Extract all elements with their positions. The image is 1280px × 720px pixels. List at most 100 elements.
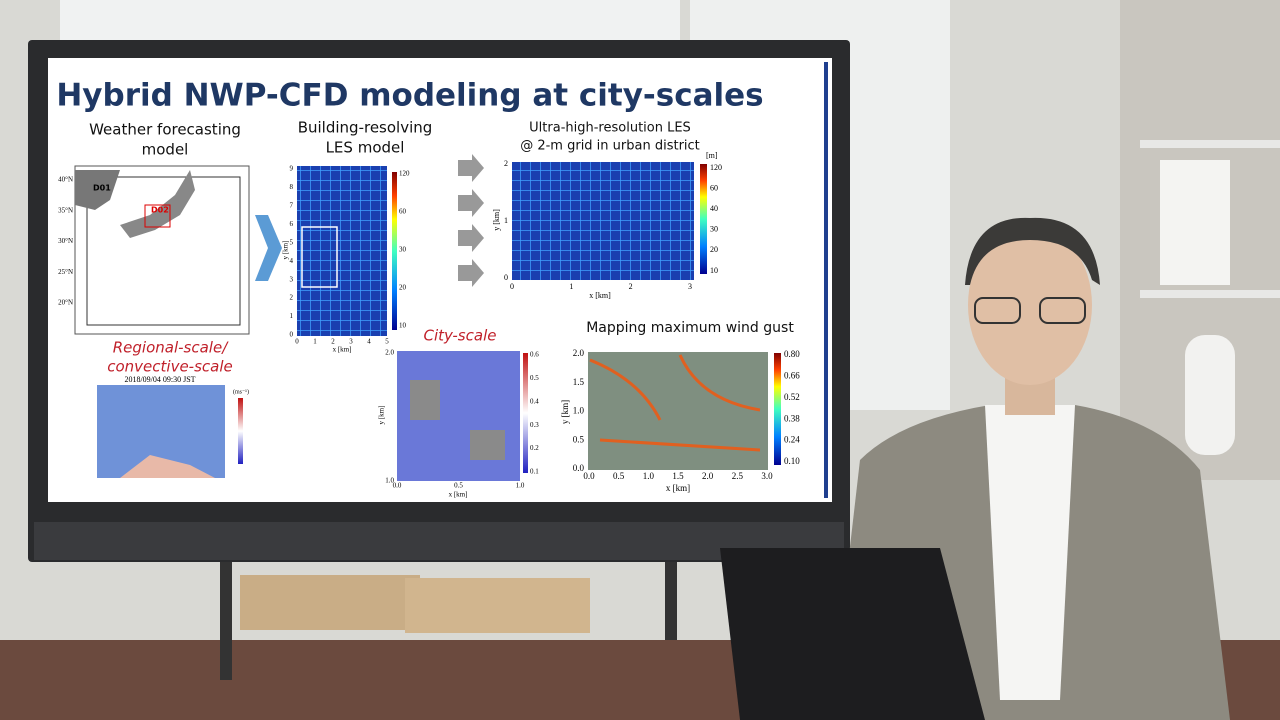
gust-features — [589, 354, 761, 452]
x-tick-label: 1 — [313, 338, 317, 346]
domain-label: D02 — [151, 206, 169, 215]
y-tick-label: 1.5 — [573, 377, 585, 387]
panel-label: @ 2-m grid in urban district — [520, 139, 700, 154]
buildings — [470, 430, 505, 460]
x-tick-label: 0.0 — [393, 482, 402, 490]
y-tick-label: 2.0 — [573, 348, 585, 358]
colorbar-label: 60 — [399, 208, 407, 216]
lat-label: 40°N — [58, 176, 73, 184]
y-tick-label: 7 — [290, 201, 294, 209]
colorbar — [523, 353, 528, 473]
y-tick-label: 2 — [290, 294, 294, 302]
x-tick-label: 2.5 — [732, 471, 744, 481]
zoom-box — [301, 226, 338, 288]
y-axis-label: y [km] — [560, 400, 570, 424]
y-tick-label: 1.0 — [573, 406, 585, 416]
colorbar-label: 120 — [710, 163, 722, 172]
y-tick-label: 5 — [290, 238, 294, 246]
panel-label: Ultra-high-resolution LES — [529, 121, 691, 136]
caption: Regional-scale/ — [113, 339, 229, 357]
x-tick-label: 3 — [349, 338, 353, 346]
box — [405, 578, 590, 633]
laptop — [720, 548, 985, 720]
x-tick-label: 2.0 — [702, 471, 714, 481]
window — [60, 0, 680, 45]
binders — [1160, 160, 1230, 285]
shelf-board — [1140, 140, 1280, 148]
colorbar-label: 0.10 — [784, 456, 800, 466]
caption: convective-scale — [107, 358, 233, 376]
x-tick-label: 0.5 — [454, 482, 463, 490]
colorbar-label: 0.5 — [530, 374, 539, 382]
humidifier — [1185, 335, 1235, 455]
x-tick-label: 0 — [295, 338, 299, 346]
colorbar-label: 0.24 — [784, 435, 800, 445]
map-domain — [86, 176, 241, 326]
arrow — [255, 215, 282, 281]
y-tick-label: 8 — [290, 183, 294, 191]
x-tick-label: 1 — [569, 282, 573, 291]
colorbar — [392, 172, 397, 330]
slide-title: Hybrid NWP-CFD modeling at city-scales — [56, 78, 763, 114]
wind-map-area — [120, 455, 215, 478]
x-tick-label: 3 — [688, 282, 692, 291]
stand — [220, 560, 232, 680]
colorbar-label: 30 — [399, 246, 407, 254]
y-tick-label: 9 — [290, 165, 294, 173]
lat-label: 20°N — [58, 299, 73, 307]
y-tick-label: 2 — [504, 159, 508, 168]
stand — [665, 560, 677, 640]
x-axis-label: x [km] — [449, 491, 468, 499]
x-tick-label: 1.0 — [643, 471, 655, 481]
colorbar-label: 40 — [710, 204, 718, 213]
y-tick-label: 1 — [290, 312, 294, 320]
y-tick-label: 0.5 — [573, 434, 585, 444]
gust-map — [588, 352, 768, 470]
les-map — [297, 166, 387, 336]
buildings — [410, 380, 440, 420]
x-tick-label: 0.5 — [613, 471, 625, 481]
y-axis-label: y [km] — [492, 209, 501, 231]
arrows — [458, 154, 484, 287]
panel-label: Building-resolving — [298, 119, 433, 137]
colorbar-label: 0.38 — [784, 413, 800, 423]
y-tick-label: 2.0 — [385, 349, 394, 357]
x-tick-label: 5 — [385, 338, 389, 346]
colorbar-label: 0.2 — [530, 444, 539, 452]
colorbar-label: 20 — [399, 284, 407, 292]
panel-title: Mapping maximum wind gust — [586, 320, 794, 336]
y-tick-label: 6 — [290, 220, 294, 228]
x-tick-label: 1.5 — [672, 471, 684, 481]
lat-label: 25°N — [58, 268, 73, 276]
land — [120, 170, 195, 238]
domain-label: D01 — [93, 184, 111, 193]
lat-label: 30°N — [58, 237, 73, 245]
colorbar-label: 0.6 — [530, 351, 539, 359]
colorbar-label: 30 — [710, 225, 718, 234]
colorbar-label: 0.80 — [784, 349, 800, 359]
x-tick-label: 1.0 — [516, 482, 525, 490]
colorbar — [700, 164, 707, 274]
colorbar-label: 0.66 — [784, 370, 800, 380]
y-tick-label: 3 — [290, 275, 294, 283]
panel-label: Weather forecasting — [89, 121, 241, 139]
colorbar-label: 10 — [710, 266, 718, 275]
lat-labels: 40°N 35°N 30°N 25°N 20°N — [58, 176, 73, 307]
panel-label: City-scale — [424, 327, 497, 345]
x-tick-label: 4 — [367, 338, 371, 346]
x-axis-label: x [km] — [589, 291, 611, 300]
shirt — [985, 405, 1075, 700]
y-tick-label: 1 — [504, 216, 508, 225]
colorbar — [774, 353, 781, 465]
colorbar-label: 0.4 — [530, 397, 539, 405]
unit: [m] — [706, 151, 718, 160]
map-domain — [144, 204, 171, 228]
y-tick-label: 4 — [290, 257, 294, 265]
x-tick-label: 2 — [331, 338, 335, 346]
colorbar-label: 60 — [710, 183, 718, 192]
colorbar-label: 0.52 — [784, 392, 800, 402]
x-tick-label: 0 — [510, 282, 514, 291]
ultra-map — [512, 162, 694, 280]
